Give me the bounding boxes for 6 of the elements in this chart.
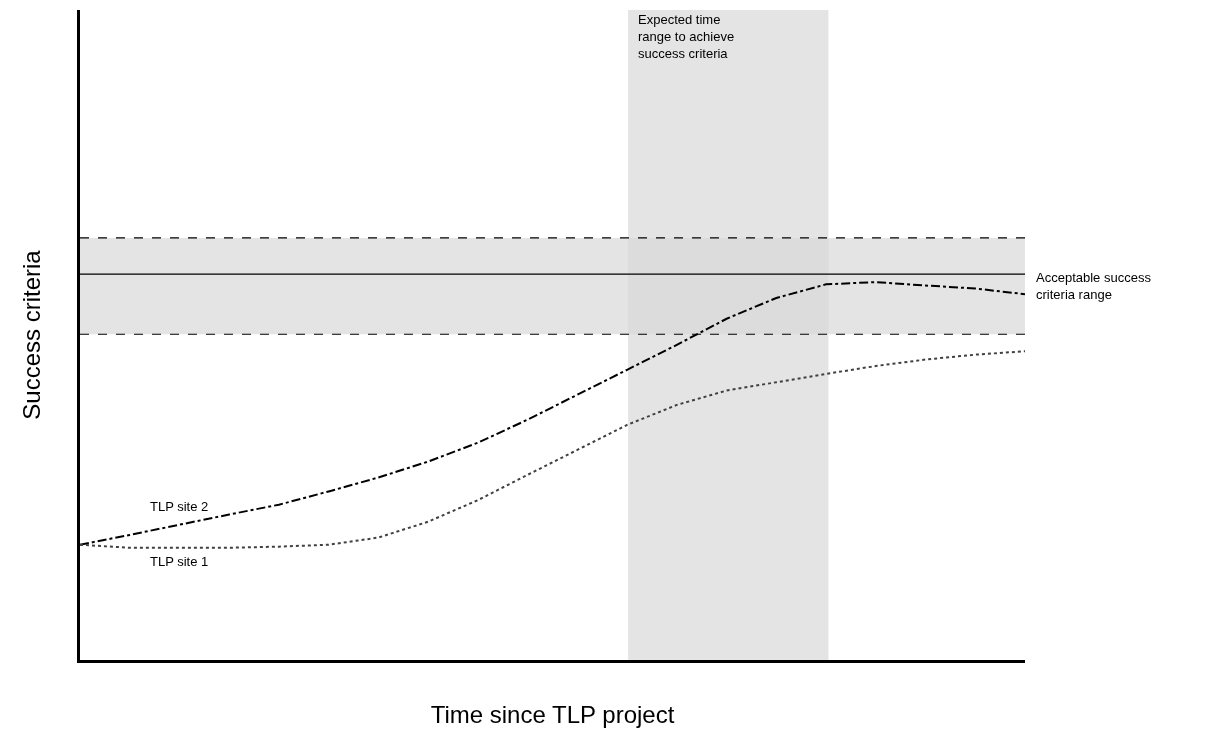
band-label: Acceptable success criteria range [1036, 270, 1152, 302]
text: Expected time range to achieve success criteria [638, 12, 735, 61]
series-label: TLP site 2 [150, 499, 209, 514]
series-label: TLP site 1 [150, 554, 209, 569]
x-axis-title: Time since TLP project [430, 701, 675, 729]
y-axis-title: Success criteria [18, 249, 46, 420]
